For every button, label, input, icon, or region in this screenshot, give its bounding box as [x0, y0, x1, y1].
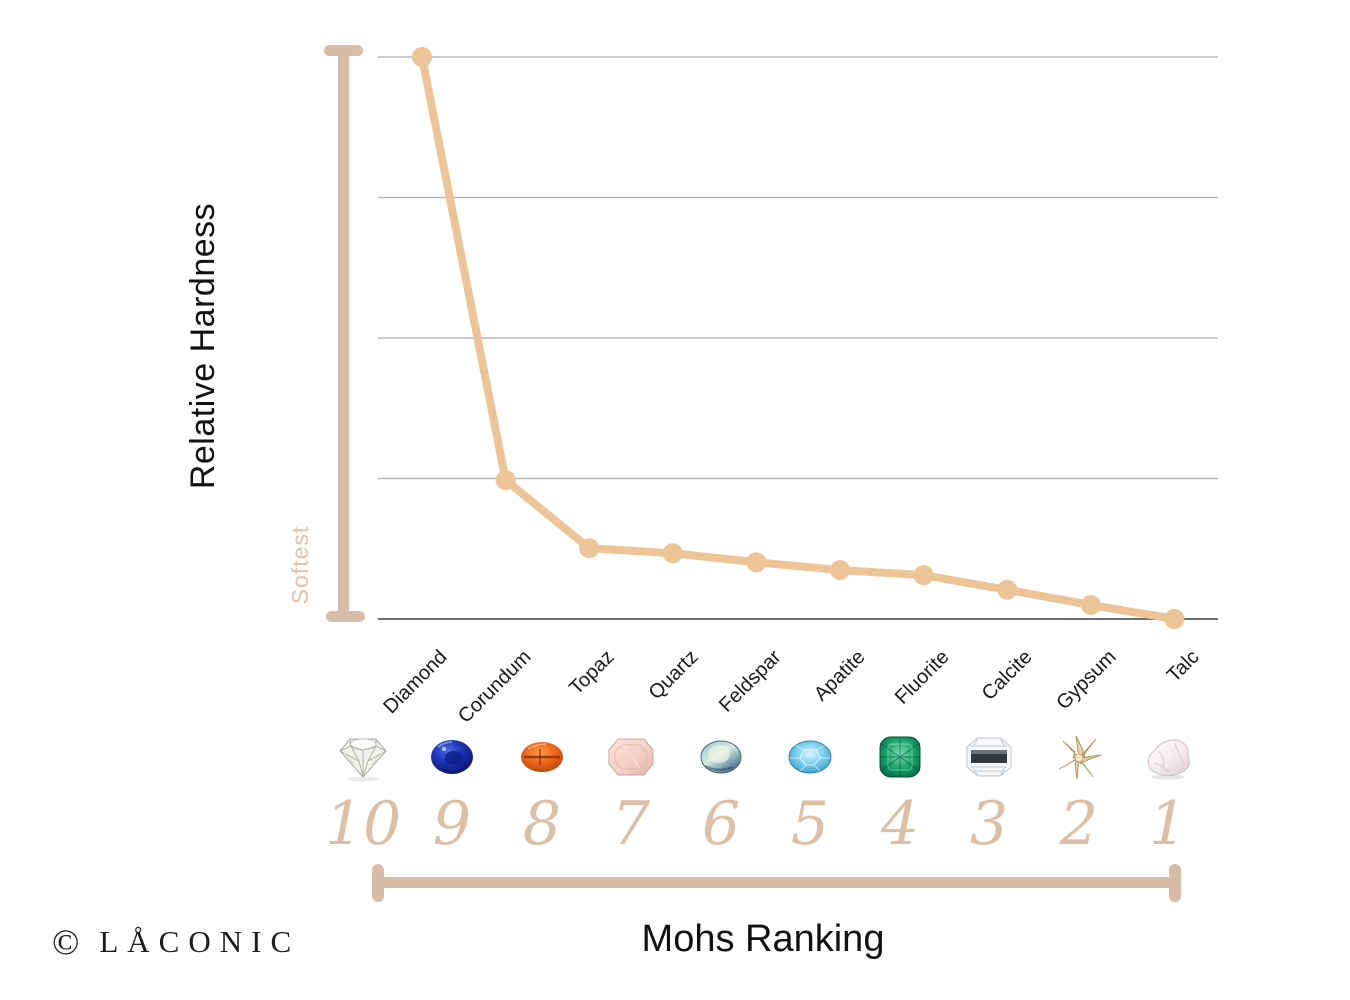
- softest-annotation: Softest: [287, 525, 313, 605]
- mineral-column-talc: 1: [1123, 731, 1213, 859]
- mohs-number: 6: [701, 789, 741, 859]
- orange-topaz-gem-icon: [514, 731, 570, 783]
- mineral-column-quartz: 7: [586, 731, 676, 859]
- mohs-number: 3: [969, 789, 1009, 859]
- x-axis-bar-right-cap: [1169, 864, 1181, 902]
- mohs-number: 7: [611, 789, 651, 859]
- x-axis-title: Mohs Ranking: [641, 918, 885, 960]
- brand-footer: © LÅCONIC: [52, 924, 300, 960]
- clear-calcite-crystal-icon: [961, 731, 1017, 783]
- y-axis-bar: [338, 46, 349, 622]
- pink-quartz-gem-icon: [603, 731, 659, 783]
- mohs-number: 5: [790, 789, 830, 859]
- mineral-column-topaz: 8: [497, 731, 587, 859]
- mineral-column-fluorite: 4: [855, 731, 945, 859]
- mohs-number: 8: [522, 789, 562, 859]
- brand-name: LÅCONIC: [99, 924, 301, 959]
- y-axis-bar-top-cap: [324, 45, 363, 56]
- mineral-column-apatite: 5: [765, 731, 855, 859]
- x-axis-bar: [374, 877, 1181, 888]
- mohs-number: 9: [432, 789, 472, 859]
- copyright-icon: ©: [52, 922, 80, 962]
- mineral-column-gypsum: 2: [1034, 731, 1124, 859]
- sapphire-gem-icon: [424, 731, 480, 783]
- mohs-number: 10: [324, 789, 402, 859]
- mohs-number: 2: [1059, 789, 1099, 859]
- mineral-column-feldspar: 6: [676, 731, 766, 859]
- mineral-column-diamond: 10: [318, 731, 408, 859]
- mohs-number: 4: [880, 789, 920, 859]
- green-fluorite-gem-icon: [872, 731, 928, 783]
- mohs-number: 1: [1148, 789, 1188, 859]
- y-axis-title: Relative Hardness: [184, 202, 222, 490]
- x-axis-bar-left-cap: [372, 864, 384, 902]
- white-talc-rock-icon: [1140, 731, 1196, 783]
- y-axis-bar-bottom-cap: [326, 611, 365, 622]
- desert-rose-gypsum-icon: [1051, 731, 1107, 783]
- blue-apatite-gem-icon: [782, 731, 838, 783]
- mineral-column-corundum: 9: [407, 731, 497, 859]
- diamond-gem-icon: [335, 731, 391, 783]
- mineral-column-calcite: 3: [944, 731, 1034, 859]
- moonstone-gem-icon: [693, 731, 749, 783]
